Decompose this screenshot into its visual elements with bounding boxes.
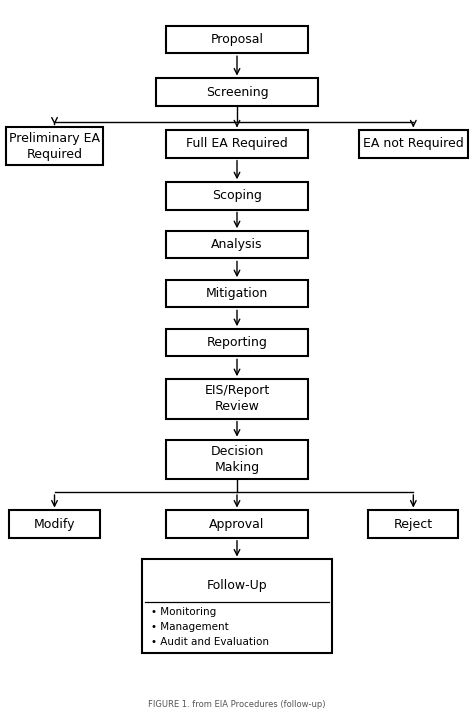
Bar xyxy=(359,130,468,158)
Text: FIGURE 1. from EIA Procedures (follow-up): FIGURE 1. from EIA Procedures (follow-up… xyxy=(148,700,326,708)
Text: Analysis: Analysis xyxy=(211,238,263,251)
Text: Mitigation: Mitigation xyxy=(206,287,268,300)
Bar xyxy=(6,127,103,165)
Bar xyxy=(142,559,332,653)
Text: Reject: Reject xyxy=(394,518,433,531)
Bar xyxy=(166,231,308,258)
Bar xyxy=(166,329,308,356)
Bar xyxy=(166,280,308,307)
Bar xyxy=(166,130,308,158)
Text: EA not Required: EA not Required xyxy=(363,138,464,150)
Bar xyxy=(156,78,318,106)
Text: Approval: Approval xyxy=(210,518,264,531)
Bar xyxy=(166,26,308,53)
Text: Proposal: Proposal xyxy=(210,33,264,46)
Bar xyxy=(166,182,308,210)
Bar xyxy=(166,510,308,538)
Text: Modify: Modify xyxy=(34,518,75,531)
Text: • Monitoring
• Management
• Audit and Evaluation: • Monitoring • Management • Audit and Ev… xyxy=(151,607,269,647)
Text: Decision
Making: Decision Making xyxy=(210,445,264,474)
Text: Reporting: Reporting xyxy=(207,336,267,349)
Text: Full EA Required: Full EA Required xyxy=(186,138,288,150)
Text: Scoping: Scoping xyxy=(212,189,262,202)
Bar xyxy=(166,439,308,480)
Text: EIS/Report
Review: EIS/Report Review xyxy=(204,384,270,413)
Text: Screening: Screening xyxy=(206,86,268,99)
Text: Preliminary EA
Required: Preliminary EA Required xyxy=(9,132,100,161)
Bar xyxy=(9,510,100,538)
Text: Follow-Up: Follow-Up xyxy=(207,579,267,592)
Bar xyxy=(166,379,308,419)
Bar xyxy=(368,510,458,538)
